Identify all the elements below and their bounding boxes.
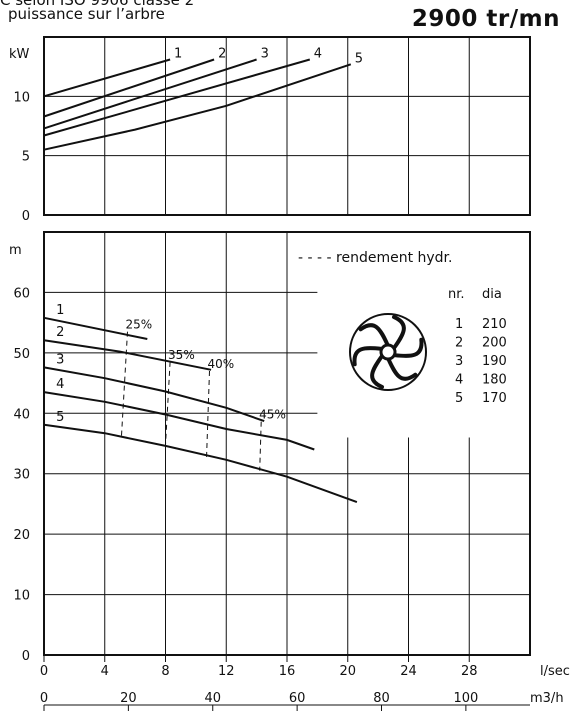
legend-row-nr-5: 5 bbox=[455, 391, 463, 406]
legend-col-nr: nr. bbox=[448, 287, 465, 302]
legend-row-dia-2: 200 bbox=[482, 336, 507, 351]
power-curve-label-5: 5 bbox=[355, 51, 363, 66]
xtick-4: 4 bbox=[101, 664, 109, 679]
efficiency-line-40% bbox=[206, 370, 210, 459]
legend-row-dia-3: 190 bbox=[482, 354, 507, 369]
x-axis-unit-m3h: m3/h bbox=[530, 691, 564, 706]
legend-row-dia-1: 210 bbox=[482, 317, 507, 332]
power-curve-2 bbox=[43, 58, 215, 118]
head-ytick-40: 40 bbox=[13, 407, 30, 422]
head-ytick-50: 50 bbox=[13, 347, 30, 362]
legend-row-nr-1: 1 bbox=[455, 317, 463, 332]
xtick-8: 8 bbox=[161, 664, 169, 679]
impeller-hub bbox=[379, 343, 397, 361]
impeller-vane bbox=[392, 315, 406, 350]
head-curve-label-4: 4 bbox=[56, 377, 64, 392]
head-curve-label-2: 2 bbox=[56, 325, 64, 340]
power-ytick-10: 10 bbox=[13, 90, 30, 105]
legend-row-nr-3: 3 bbox=[455, 354, 463, 369]
power-curve-label-1: 1 bbox=[174, 47, 182, 62]
standard-note: C selon ISO 9906 classe 2 bbox=[0, 0, 195, 9]
power-axis-unit: kW bbox=[9, 47, 30, 62]
power-ytick-5: 5 bbox=[22, 150, 30, 165]
power-caption: puissance sur l’arbre bbox=[8, 5, 165, 23]
head-ytick-0: 0 bbox=[22, 649, 30, 664]
xtick-16: 16 bbox=[279, 664, 296, 679]
impeller-vane bbox=[386, 357, 418, 381]
head-curve-5 bbox=[43, 423, 358, 504]
power-ytick-0: 0 bbox=[22, 209, 30, 224]
xtick2-40: 40 bbox=[204, 691, 221, 706]
impeller-vane-path bbox=[370, 354, 384, 389]
impeller-vane-path bbox=[358, 323, 390, 347]
xtick2-100: 100 bbox=[453, 691, 478, 706]
head-curve-label-3: 3 bbox=[56, 352, 64, 367]
head-curve-3 bbox=[43, 366, 265, 423]
head-curve-1 bbox=[43, 316, 148, 340]
efficiency-label-45%: 45% bbox=[259, 408, 286, 422]
legend-row-dia-5: 170 bbox=[482, 391, 507, 406]
efficiency-label-40%: 40% bbox=[208, 357, 235, 371]
power-curve-label-3: 3 bbox=[261, 47, 269, 62]
head-axis-unit: m bbox=[9, 243, 22, 258]
legend-row-nr-4: 4 bbox=[455, 373, 463, 388]
xtick2-80: 80 bbox=[373, 691, 390, 706]
head-ytick-10: 10 bbox=[13, 589, 30, 604]
legend-row-nr-2: 2 bbox=[455, 336, 463, 351]
legend-row-dia-4: 180 bbox=[482, 373, 507, 388]
head-ytick-30: 30 bbox=[13, 468, 30, 483]
efficiency-label-35%: 35% bbox=[168, 348, 195, 362]
impeller-vane-path bbox=[352, 346, 384, 367]
head-ytick-20: 20 bbox=[13, 528, 30, 543]
xtick2-60: 60 bbox=[289, 691, 306, 706]
xtick-28: 28 bbox=[461, 664, 478, 679]
power-curve-label-4: 4 bbox=[314, 47, 322, 62]
impeller-vane bbox=[392, 337, 424, 358]
xtick-12: 12 bbox=[218, 664, 235, 679]
xtick-0: 0 bbox=[40, 664, 48, 679]
power-curve-label-2: 2 bbox=[218, 47, 226, 62]
impeller-vane bbox=[370, 354, 384, 389]
xtick2-20: 20 bbox=[120, 691, 137, 706]
impeller-icon bbox=[349, 313, 427, 391]
head-curve-2 bbox=[43, 339, 212, 371]
power-curve-1 bbox=[43, 58, 171, 98]
power-curve-5 bbox=[43, 63, 352, 151]
impeller-vane-path bbox=[386, 357, 418, 381]
impeller-vane-path bbox=[392, 315, 406, 350]
impeller-vane bbox=[352, 346, 384, 367]
head-curve-label-5: 5 bbox=[56, 410, 64, 425]
head-curve-label-1: 1 bbox=[56, 303, 64, 318]
xtick2-0: 0 bbox=[40, 691, 48, 706]
legend-col-dia: dia bbox=[482, 287, 502, 302]
efficiency-legend: - - - - rendement hydr. bbox=[298, 250, 452, 266]
power-curve-4 bbox=[43, 58, 311, 137]
impeller-vane bbox=[358, 323, 390, 347]
speed-label: 2900 tr/mn bbox=[411, 6, 560, 32]
efficiency-line-45% bbox=[259, 421, 262, 471]
xtick-20: 20 bbox=[339, 664, 356, 679]
power-curve-3 bbox=[43, 58, 257, 130]
impeller-vane-path bbox=[392, 337, 424, 358]
xtick-24: 24 bbox=[400, 664, 417, 679]
efficiency-label-25%: 25% bbox=[126, 318, 153, 332]
impeller-rim bbox=[349, 313, 427, 391]
x-axis-unit-lsec: l/sec bbox=[540, 664, 570, 679]
head-ytick-60: 60 bbox=[13, 286, 30, 301]
head-curve-4 bbox=[43, 391, 315, 451]
efficiency-line-35% bbox=[165, 361, 171, 445]
